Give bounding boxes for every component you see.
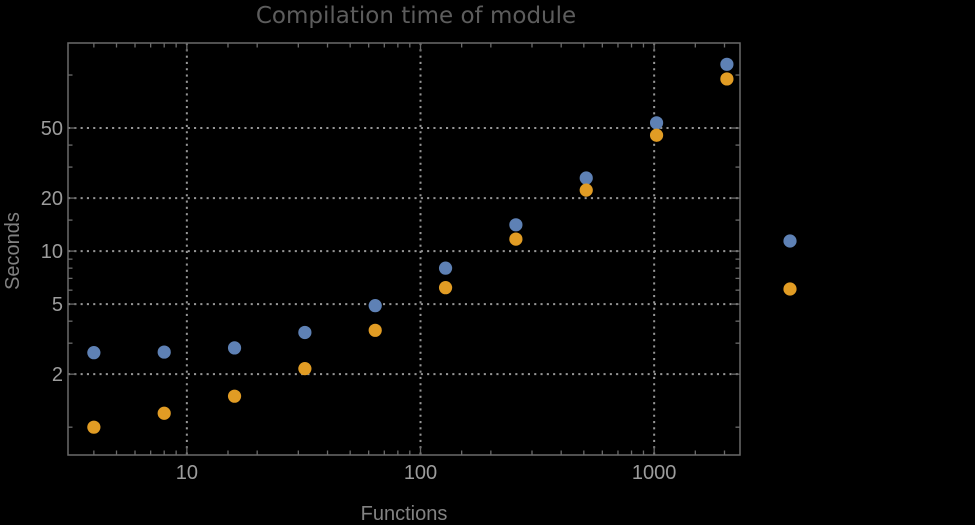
legend-marker-series-1-blue — [783, 234, 797, 248]
data-point-series-2-orange-x16 — [227, 389, 242, 403]
data-point-series-1-blue-x8 — [157, 345, 171, 359]
data-point-series-2-orange-x64 — [368, 323, 382, 337]
data-point-series-2-orange-x2048 — [720, 72, 734, 86]
data-point-series-1-blue-x2048 — [720, 57, 734, 71]
chart-title: Compilation time of module — [256, 3, 576, 29]
data-point-series-1-blue-x4 — [87, 346, 101, 360]
x-tick-label-100: 100 — [404, 462, 437, 484]
y-axis-label: Seconds — [2, 212, 24, 290]
data-point-series-2-orange-x512 — [579, 183, 593, 197]
data-point-series-1-blue-x16 — [227, 341, 242, 355]
data-point-series-2-orange-x32 — [298, 362, 312, 376]
x-tick-label-1000: 1000 — [632, 462, 677, 484]
frame-and-ticks: 10 100 1000 2 5 10 20 50 — [41, 42, 741, 484]
y-tick-label-10: 10 — [41, 241, 63, 263]
y-tick-label-5: 5 — [52, 294, 63, 316]
data-point-series-1-blue-x512 — [579, 171, 593, 185]
gridlines — [68, 43, 740, 455]
legend-marker-series-2-orange — [783, 282, 797, 296]
data-point-series-1-blue-x1024 — [649, 116, 664, 130]
data-point-series-1-blue-x64 — [368, 299, 382, 313]
data-point-series-1-blue-x32 — [298, 325, 312, 340]
data-point-series-1-blue-x256 — [509, 218, 523, 232]
data-point-series-2-orange-x8 — [157, 406, 171, 420]
plot-frame — [67, 42, 741, 456]
data-point-series-2-orange-x128 — [438, 281, 453, 295]
x-tick-label-10: 10 — [176, 462, 198, 484]
y-tick-label-20: 20 — [41, 188, 63, 210]
y-tick-label-2: 2 — [52, 364, 63, 386]
data-point-series-2-orange-x256 — [509, 232, 523, 246]
y-tick-label-50: 50 — [41, 118, 63, 140]
legend — [783, 234, 797, 296]
data-point-series-1-blue-x128 — [438, 261, 453, 275]
data-point-series-2-orange-x1024 — [649, 128, 664, 142]
data-point-series-2-orange-x4 — [87, 420, 101, 434]
data-points — [87, 57, 734, 434]
x-axis-label: Functions — [361, 503, 448, 525]
